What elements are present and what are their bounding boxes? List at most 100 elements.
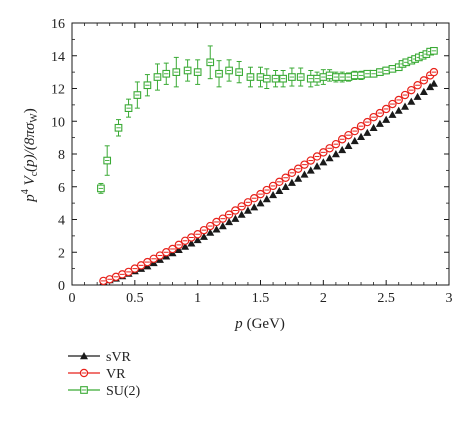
data-point bbox=[193, 235, 202, 244]
data-point bbox=[155, 251, 165, 260]
data-point bbox=[268, 181, 278, 191]
data-point bbox=[429, 79, 438, 87]
data-point bbox=[430, 46, 438, 55]
data-point bbox=[287, 168, 297, 178]
data-point bbox=[181, 242, 190, 250]
data-point bbox=[294, 174, 303, 182]
data-point bbox=[382, 115, 391, 123]
y-tick-label: 12 bbox=[51, 83, 65, 98]
y-tick-label: 0 bbox=[58, 279, 65, 294]
data-point bbox=[237, 210, 246, 218]
data-point bbox=[337, 135, 347, 144]
data-point bbox=[256, 199, 265, 207]
data-point bbox=[133, 91, 142, 99]
data-point bbox=[180, 236, 190, 245]
data-point bbox=[187, 239, 196, 247]
data-point bbox=[193, 68, 202, 76]
data-point bbox=[250, 194, 259, 203]
data-point bbox=[381, 104, 391, 114]
data-point bbox=[350, 126, 359, 136]
x-tick-label: 0 bbox=[69, 291, 76, 306]
data-point bbox=[215, 69, 223, 78]
y-tick-label: 2 bbox=[58, 246, 65, 261]
data-point bbox=[269, 190, 278, 199]
data-point bbox=[288, 73, 296, 81]
y-tick-label: 8 bbox=[58, 148, 65, 163]
data-point bbox=[206, 221, 215, 231]
x-tick-label: 1 bbox=[194, 291, 201, 306]
data-point bbox=[375, 119, 384, 127]
data-point bbox=[325, 144, 334, 153]
data-point bbox=[407, 97, 416, 105]
data-point bbox=[279, 74, 287, 83]
data-point bbox=[174, 245, 183, 253]
data-point bbox=[143, 257, 152, 267]
data-point bbox=[124, 267, 133, 277]
data-point bbox=[271, 74, 280, 83]
data-point bbox=[306, 166, 315, 174]
y-tick-label: 4 bbox=[58, 214, 65, 229]
y-tick-label: 6 bbox=[58, 181, 65, 196]
data-point bbox=[325, 154, 334, 162]
data-point bbox=[338, 73, 347, 81]
data-point bbox=[350, 71, 359, 80]
data-point bbox=[312, 152, 322, 161]
data-point bbox=[250, 203, 259, 211]
data-point bbox=[243, 198, 253, 207]
data-marks bbox=[97, 45, 439, 286]
data-point bbox=[319, 158, 328, 166]
data-point bbox=[419, 87, 428, 95]
data-point bbox=[124, 104, 133, 112]
data-point bbox=[382, 66, 391, 75]
legend-label: VR bbox=[106, 367, 126, 382]
data-point bbox=[300, 170, 309, 178]
data-point bbox=[218, 214, 227, 223]
data-point bbox=[231, 206, 240, 215]
data-point bbox=[306, 74, 315, 83]
data-point bbox=[369, 123, 378, 131]
data-point bbox=[212, 225, 221, 233]
series-svr bbox=[99, 79, 438, 285]
data-point bbox=[275, 177, 284, 187]
data-point bbox=[294, 164, 303, 173]
y-tick-label: 14 bbox=[51, 50, 65, 65]
axis-ticks bbox=[71, 22, 450, 286]
data-point bbox=[313, 74, 321, 83]
data-point bbox=[225, 66, 233, 75]
legend: sVR VR SU(2) bbox=[68, 350, 141, 399]
legend-marker bbox=[80, 386, 88, 394]
legend-label: SU(2) bbox=[106, 384, 141, 399]
data-point bbox=[224, 210, 234, 219]
x-tick-label: 3 bbox=[446, 291, 453, 306]
legend-item: sVR bbox=[68, 350, 132, 365]
data-point bbox=[313, 162, 322, 170]
data-point bbox=[331, 139, 341, 149]
data-point bbox=[357, 71, 365, 80]
data-point bbox=[350, 136, 359, 145]
data-point bbox=[344, 73, 353, 81]
data-point bbox=[218, 222, 227, 230]
data-point bbox=[262, 195, 271, 203]
data-point bbox=[199, 232, 208, 240]
data-point bbox=[149, 254, 158, 263]
data-point bbox=[300, 160, 309, 169]
data-point bbox=[281, 173, 290, 182]
data-point bbox=[332, 73, 340, 81]
x-tick-label: 1.5 bbox=[252, 291, 270, 306]
data-point bbox=[206, 228, 215, 236]
data-point bbox=[319, 73, 328, 81]
data-point bbox=[369, 69, 378, 78]
data-point bbox=[413, 92, 422, 100]
data-point bbox=[262, 74, 271, 83]
data-point bbox=[231, 214, 240, 222]
x-tick-label: 2 bbox=[320, 291, 327, 306]
data-point bbox=[256, 189, 265, 199]
x-axis-title: p (GeV) bbox=[234, 316, 285, 332]
data-point bbox=[275, 186, 284, 195]
data-point bbox=[287, 178, 296, 186]
data-point bbox=[193, 230, 202, 239]
data-point bbox=[103, 156, 112, 165]
data-point bbox=[338, 145, 347, 154]
tick-labels: 0 0.5 1 1.5 2 2.5 3 0 2 4 6 8 10 12 14 16 bbox=[51, 17, 453, 306]
